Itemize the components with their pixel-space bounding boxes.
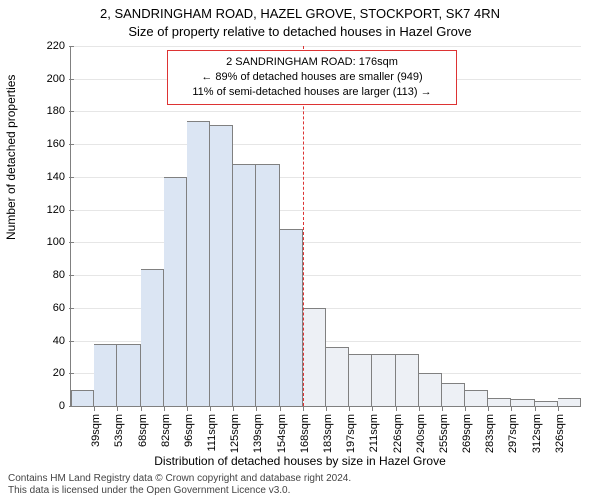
- y-axis-title: Number of detached properties: [4, 75, 18, 240]
- x-tick-label: 68sqm: [137, 414, 149, 447]
- x-tick-mark: [210, 406, 211, 411]
- histogram-plot: 02040608010012014016018020022039sqm53sqm…: [70, 46, 581, 407]
- x-tick-mark: [326, 406, 327, 411]
- x-tick-label: 269sqm: [461, 414, 473, 453]
- histogram-bar: [465, 390, 488, 406]
- x-tick-label: 139sqm: [252, 414, 264, 453]
- x-tick-mark: [117, 406, 118, 411]
- histogram-bar: [511, 399, 534, 406]
- histogram-bar: [419, 373, 442, 406]
- x-tick-label: 183sqm: [322, 414, 334, 453]
- x-tick-mark: [419, 406, 420, 411]
- gridline: [71, 111, 581, 112]
- x-tick-mark: [372, 406, 373, 411]
- x-tick-mark: [141, 406, 142, 411]
- histogram-bar: [141, 269, 164, 406]
- histogram-bar: [558, 398, 581, 406]
- y-tick-label: 120: [25, 204, 65, 216]
- x-tick-mark: [488, 406, 489, 411]
- x-tick-mark: [396, 406, 397, 411]
- x-tick-label: 197sqm: [345, 414, 357, 453]
- x-tick-label: 255sqm: [438, 414, 450, 453]
- y-tick-label: 80: [25, 269, 65, 281]
- y-tick-label: 0: [25, 400, 65, 412]
- x-tick-mark: [233, 406, 234, 411]
- histogram-bar: [372, 354, 395, 406]
- x-tick-mark: [465, 406, 466, 411]
- x-tick-label: 154sqm: [276, 414, 288, 453]
- x-tick-mark: [94, 406, 95, 411]
- gridline: [71, 144, 581, 145]
- y-tick-label: 220: [25, 40, 65, 52]
- x-tick-mark: [535, 406, 536, 411]
- x-tick-mark: [280, 406, 281, 411]
- x-tick-mark: [511, 406, 512, 411]
- y-tick-label: 40: [25, 335, 65, 347]
- title-line-2: Size of property relative to detached ho…: [0, 24, 600, 39]
- gridline: [71, 210, 581, 211]
- x-tick-label: 297sqm: [507, 414, 519, 453]
- histogram-bar: [442, 383, 465, 406]
- y-tick-label: 180: [25, 105, 65, 117]
- x-tick-mark: [256, 406, 257, 411]
- histogram-bar: [488, 398, 511, 406]
- histogram-bar: [187, 121, 210, 406]
- x-tick-label: 111sqm: [206, 414, 218, 452]
- y-tick-label: 60: [25, 302, 65, 314]
- x-tick-mark: [187, 406, 188, 411]
- x-tick-label: 312sqm: [531, 414, 543, 453]
- histogram-bar: [535, 401, 558, 406]
- x-tick-mark: [303, 406, 304, 411]
- histogram-bar: [303, 308, 326, 406]
- x-tick-label: 39sqm: [90, 414, 102, 447]
- y-tick-label: 200: [25, 73, 65, 85]
- histogram-bar: [164, 177, 187, 406]
- x-tick-mark: [442, 406, 443, 411]
- gridline: [71, 242, 581, 243]
- histogram-bar: [349, 354, 372, 406]
- callout-box: 2 SANDRINGHAM ROAD: 176sqm← 89% of detac…: [167, 50, 457, 105]
- x-tick-label: 168sqm: [299, 414, 311, 453]
- x-tick-label: 226sqm: [392, 414, 404, 453]
- callout-line-1: 2 SANDRINGHAM ROAD: 176sqm: [174, 55, 450, 70]
- histogram-bar: [396, 354, 419, 406]
- histogram-bar: [326, 347, 349, 406]
- y-tick-label: 140: [25, 171, 65, 183]
- title-line-1: 2, SANDRINGHAM ROAD, HAZEL GROVE, STOCKP…: [0, 6, 600, 21]
- y-tick-label: 160: [25, 138, 65, 150]
- x-tick-label: 82sqm: [160, 414, 172, 447]
- y-tick-label: 20: [25, 367, 65, 379]
- x-tick-label: 326sqm: [554, 414, 566, 453]
- x-tick-label: 53sqm: [113, 414, 125, 447]
- histogram-bar: [210, 125, 233, 406]
- x-tick-label: 211sqm: [368, 414, 380, 452]
- histogram-bar: [94, 344, 117, 406]
- histogram-bar: [117, 344, 140, 406]
- histogram-bar: [256, 164, 279, 406]
- footer-line-2: This data is licensed under the Open Gov…: [8, 485, 351, 497]
- histogram-bar: [280, 229, 303, 406]
- x-tick-mark: [558, 406, 559, 411]
- gridline: [71, 177, 581, 178]
- x-tick-label: 96sqm: [183, 414, 195, 447]
- x-tick-label: 240sqm: [415, 414, 427, 453]
- callout-line-2: ← 89% of detached houses are smaller (94…: [174, 70, 450, 85]
- y-tick-label: 100: [25, 236, 65, 248]
- callout-line-3: 11% of semi-detached houses are larger (…: [174, 85, 450, 100]
- x-tick-label: 125sqm: [229, 414, 241, 453]
- histogram-bar: [71, 390, 94, 406]
- footer-line-1: Contains HM Land Registry data © Crown c…: [8, 473, 351, 485]
- x-tick-mark: [349, 406, 350, 411]
- x-axis-title: Distribution of detached houses by size …: [0, 454, 600, 468]
- histogram-bar: [233, 164, 256, 406]
- x-tick-label: 283sqm: [484, 414, 496, 453]
- x-tick-mark: [164, 406, 165, 411]
- footer-attribution: Contains HM Land Registry data © Crown c…: [8, 473, 351, 496]
- gridline: [71, 46, 581, 47]
